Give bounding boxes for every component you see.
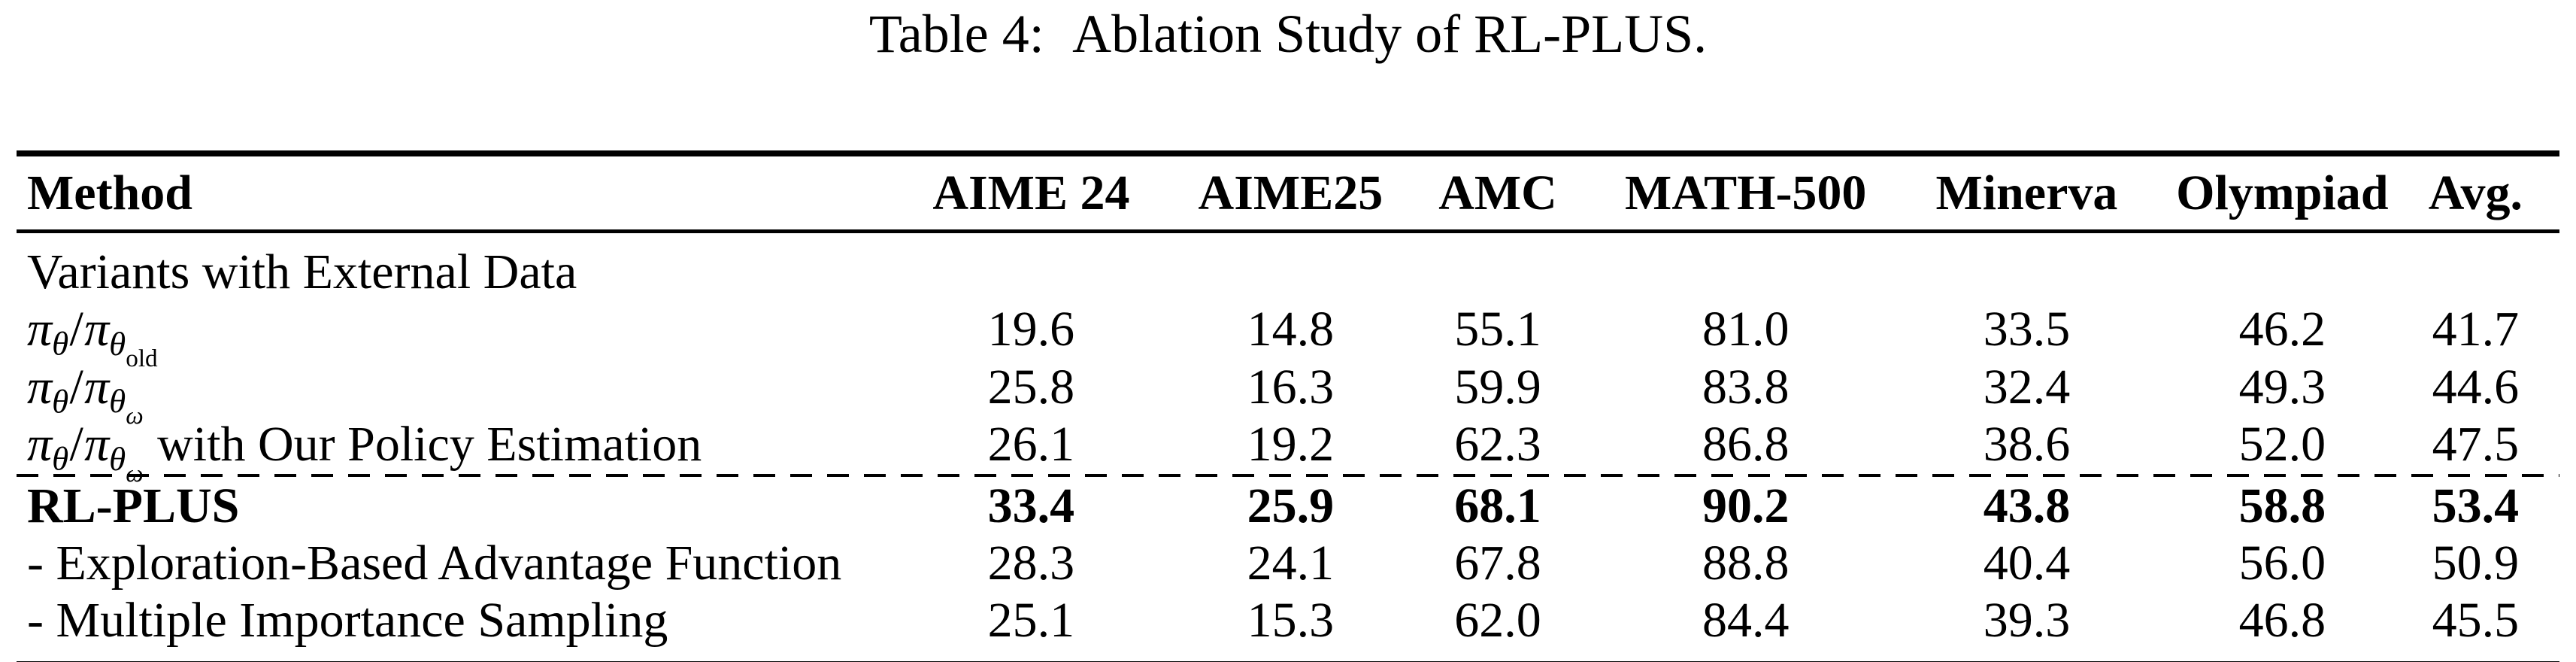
value-cell: 81.0 [1702, 302, 1790, 357]
col-header-minerva: Minerva [1880, 153, 2173, 233]
method-cell-pi-omega-estimation: πθ/πθωwith Our Policy Estimation [17, 416, 866, 487]
table-caption-text: Ablation Study of RL-PLUS. [1072, 4, 1708, 64]
value-cell: 32.4 [1983, 359, 2071, 415]
method-label-suffix: with Our Policy Estimation [157, 417, 702, 472]
table-row-pi-omega: πθ/πθω 25.8 16.3 59.9 83.8 32.4 49.3 44.… [17, 359, 2559, 430]
col-header-amc: AMC [1384, 153, 1611, 233]
value-cell: 41.7 [2432, 302, 2520, 357]
value-cell: 53.4 [2432, 478, 2520, 533]
header-row: Method AIME 24 AIME25 AMC MATH-500 Miner… [17, 153, 2559, 233]
value-cell: 84.4 [1702, 592, 1790, 648]
value-cell: 86.8 [1702, 417, 1790, 472]
value-cell: 68.1 [1454, 478, 1541, 533]
dashed-separator [17, 473, 2559, 478]
value-cell: 88.8 [1702, 535, 1790, 591]
table-row-pi-old: πθ/πθold 19.6 14.8 55.1 81.0 33.5 46.2 4… [17, 301, 2559, 372]
ablation-table-wrap: Method AIME 24 AIME25 AMC MATH-500 Miner… [17, 150, 2559, 662]
value-cell: 33.5 [1983, 302, 2071, 357]
value-cell: 25.8 [987, 359, 1075, 415]
value-cell: 19.6 [987, 302, 1075, 357]
col-header-aime25: AIME25 [1196, 153, 1385, 233]
table-row-rl-plus: RL-PLUS 33.4 25.9 68.1 90.2 43.8 58.8 53… [17, 478, 2559, 535]
method-cell-minus-multiple-importance: - Multiple Importance Sampling [27, 592, 668, 648]
table-row-minus-multiple-importance: - Multiple Importance Sampling 25.1 15.3… [17, 592, 2559, 662]
math-pi-ratio-omega: πθ/πθω [27, 359, 144, 430]
value-cell: 56.0 [2238, 535, 2326, 591]
value-cell: 83.8 [1702, 359, 1790, 415]
value-cell: 90.2 [1702, 478, 1790, 533]
value-cell: 25.9 [1247, 478, 1335, 533]
value-cell: 38.6 [1983, 417, 2071, 472]
value-cell: 50.9 [2432, 535, 2520, 591]
value-cell: 28.3 [987, 535, 1075, 591]
value-cell: 46.2 [2238, 302, 2326, 357]
value-cell: 25.1 [987, 592, 1075, 648]
value-cell: 52.0 [2238, 417, 2326, 472]
value-cell: 44.6 [2432, 359, 2520, 415]
value-cell: 62.0 [1454, 592, 1541, 648]
section-header-label: Variants with External Data [27, 244, 577, 299]
method-cell-pi-old: πθ/πθold [17, 301, 866, 372]
col-header-olympiad: Olympiad [2172, 153, 2392, 233]
col-header-avg: Avg. [2391, 153, 2559, 233]
math-pi-ratio-old: πθ/πθold [27, 302, 158, 372]
value-cell: 55.1 [1454, 302, 1541, 357]
value-cell: 19.2 [1247, 417, 1335, 472]
value-cell: 26.1 [987, 417, 1075, 472]
value-cell: 39.3 [1983, 592, 2071, 648]
table-row-minus-exploration-advantage: - Exploration-Based Advantage Function 2… [17, 535, 2559, 592]
section-row: Variants with External Data [17, 232, 2559, 302]
table-caption: Table 4: Ablation Study of RL-PLUS. [0, 4, 2576, 64]
value-cell: 45.5 [2432, 592, 2520, 648]
col-header-aime24: AIME 24 [865, 153, 1197, 233]
value-cell: 15.3 [1247, 592, 1335, 648]
value-cell: 40.4 [1983, 535, 2071, 591]
value-cell: 58.8 [2238, 478, 2326, 533]
method-cell-minus-exploration-advantage: - Exploration-Based Advantage Function [27, 535, 842, 591]
col-header-math500: MATH-500 [1611, 153, 1880, 233]
value-cell: 16.3 [1247, 359, 1335, 415]
table-row-pi-omega-estimation: πθ/πθωwith Our Policy Estimation 26.1 19… [17, 416, 2559, 487]
method-cell-rl-plus: RL-PLUS [27, 478, 240, 533]
table-caption-label: Table 4: [868, 4, 1044, 64]
value-cell: 62.3 [1454, 417, 1541, 472]
value-cell: 43.8 [1983, 478, 2071, 533]
value-cell: 24.1 [1247, 535, 1335, 591]
value-cell: 14.8 [1247, 302, 1335, 357]
col-header-method: Method [17, 153, 866, 233]
math-pi-ratio-omega: πθ/πθω [27, 417, 144, 487]
ablation-table: Method AIME 24 AIME25 AMC MATH-500 Miner… [17, 150, 2559, 662]
value-cell: 33.4 [987, 478, 1075, 533]
value-cell: 59.9 [1454, 359, 1541, 415]
value-cell: 46.8 [2238, 592, 2326, 648]
method-cell-pi-omega: πθ/πθω [17, 359, 866, 430]
value-cell: 49.3 [2238, 359, 2326, 415]
value-cell: 67.8 [1454, 535, 1541, 591]
value-cell: 47.5 [2432, 417, 2520, 472]
